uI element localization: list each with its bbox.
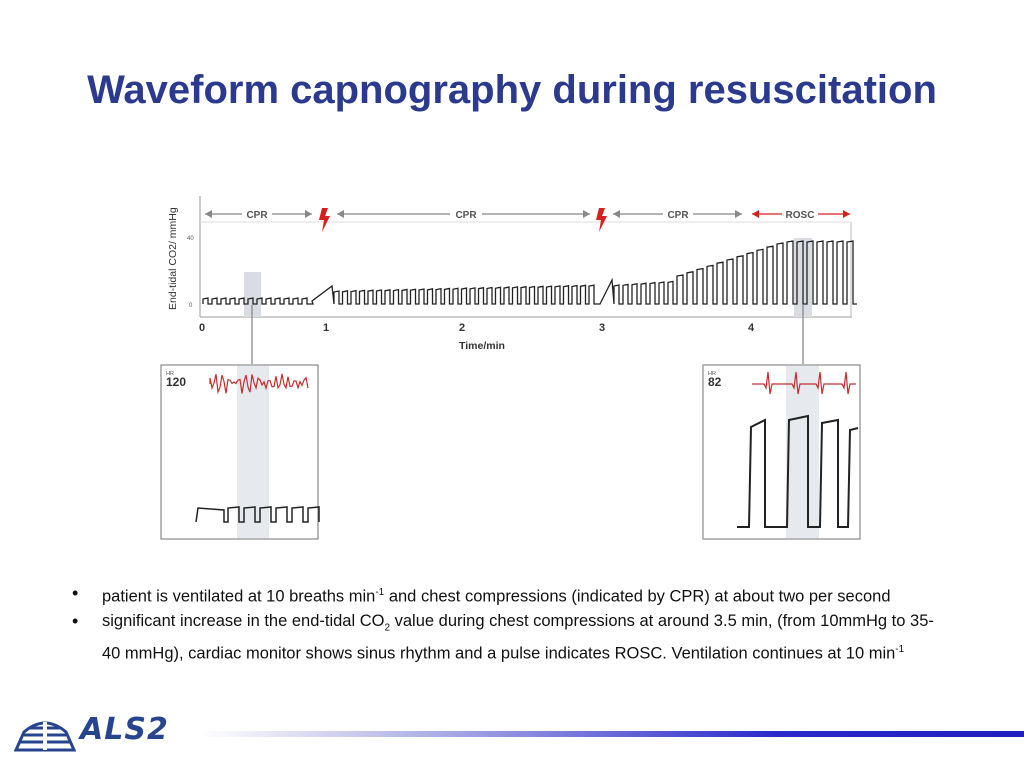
phase-arrows: CPR CPR CPR ROSC — [205, 207, 850, 221]
hr-value: 120 — [166, 375, 186, 389]
y-tick-40: 40 — [187, 236, 194, 242]
bullet-dot-icon: • — [72, 610, 79, 631]
x-tick-4: 4 — [748, 322, 755, 334]
x-tick-1: 1 — [323, 322, 329, 334]
capnography-trace-zoom — [737, 414, 859, 528]
bullet-text: and chest compressions (indicated by CPR… — [384, 587, 891, 606]
lightning-bolt-icon — [319, 208, 330, 232]
inset-highlight — [237, 366, 269, 538]
bullet-text: significant increase in the end-tidal CO — [102, 611, 385, 630]
logo-text: ALS2 — [80, 712, 169, 747]
bullet-item: • significant increase in the end-tidal … — [72, 610, 952, 665]
y-axis-label: End-tidal CO2/ mmHg — [167, 207, 179, 310]
x-tick-3: 3 — [599, 322, 605, 334]
capnography-figure: End-tidal CO2/ mmHg 40 0 0 1 2 3 4 Time/… — [160, 196, 861, 540]
phase-label-cpr-3: CPR — [667, 210, 689, 221]
hr-value: 82 — [708, 375, 722, 389]
slide-title: Waveform capnography during resuscitatio… — [87, 68, 937, 112]
subscript: 2 — [384, 621, 391, 633]
footer-gradient-bar — [200, 731, 1024, 737]
bullet-list: • patient is ventilated at 10 breaths mi… — [72, 582, 952, 666]
main-chart: End-tidal CO2/ mmHg 40 0 0 1 2 3 4 Time/… — [167, 196, 857, 352]
bullet-text: value during chest compressions at aroun… — [102, 611, 934, 663]
phase-label-cpr-1: CPR — [246, 210, 268, 221]
superscript: -1 — [375, 587, 385, 598]
capnography-trace-zoom — [195, 506, 320, 523]
inset-hr-82: HR 82 — [702, 364, 861, 540]
inset-hr-120: HR 120 — [160, 364, 320, 540]
phase-label-rosc: ROSC — [786, 210, 815, 221]
hr-label: HR — [166, 371, 174, 377]
x-tick-0: 0 — [199, 322, 205, 334]
x-tick-2: 2 — [459, 322, 465, 334]
capnography-trace — [202, 240, 857, 305]
inset-highlight — [786, 366, 819, 538]
x-axis-label: Time/min — [459, 340, 505, 352]
hr-label: HR — [708, 371, 716, 377]
superscript: -1 — [895, 643, 905, 655]
highlight-bar-early — [244, 272, 261, 317]
y-tick-0: 0 — [189, 303, 193, 309]
ecg-trace — [752, 371, 856, 395]
phase-label-cpr-2: CPR — [455, 210, 477, 221]
bullet-item: • patient is ventilated at 10 breaths mi… — [72, 582, 952, 608]
bullet-dot-icon: • — [72, 583, 79, 603]
als2-logo-icon — [14, 721, 76, 752]
bullet-text: patient is ventilated at 10 breaths min — [102, 587, 376, 606]
lightning-bolt-icon — [596, 208, 607, 232]
ecg-trace — [209, 373, 309, 395]
